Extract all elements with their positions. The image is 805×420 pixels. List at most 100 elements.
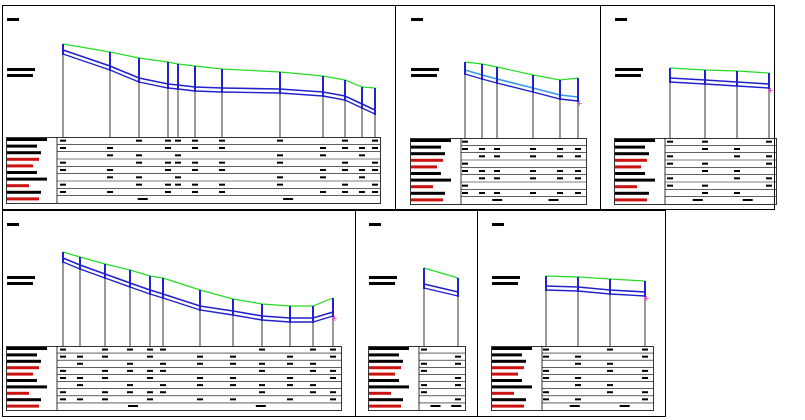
table-value-dash (766, 177, 772, 180)
table-row-label-block (7, 177, 47, 181)
profile-panel-1 (2, 5, 396, 210)
ground-profile-line (545, 275, 646, 282)
table-row-label-block (369, 353, 399, 357)
table-value-dash (330, 355, 336, 358)
table-value-dash (77, 384, 83, 387)
table-value-dash (479, 170, 485, 172)
table-value-dash (494, 170, 500, 172)
table-value-dash (197, 362, 203, 365)
table-value-dash (359, 191, 365, 193)
table-value-dash (127, 369, 133, 372)
table-value-dash (320, 169, 326, 171)
table-row-label-block (7, 353, 37, 357)
table-row-label-block (492, 359, 526, 363)
table-value-dash (421, 369, 427, 372)
panel-title-block (492, 223, 504, 226)
table-value-dash (102, 369, 108, 372)
table-value-dash (607, 362, 613, 365)
pipe-top-line (545, 285, 646, 293)
table-row-label-block (7, 385, 47, 389)
table-row-label-block (615, 178, 655, 182)
table-value-dash (667, 140, 673, 143)
table-row-label-block (7, 190, 41, 194)
table-row-label-block (7, 372, 33, 376)
table-row-label-block (7, 138, 47, 141)
table-value-dash (766, 155, 772, 158)
table-value-dash (494, 192, 500, 194)
table-row-label-block (492, 379, 522, 382)
end-marker: + (643, 294, 650, 303)
table-value-dash (320, 154, 326, 157)
table-value-dash (160, 369, 166, 372)
table-value-dash (259, 362, 265, 365)
table-row-label-block (615, 139, 655, 142)
table-value-dash (259, 384, 265, 387)
table-value-dash (127, 362, 133, 365)
table-value-dash (107, 176, 113, 179)
table-value-dash (310, 384, 316, 387)
panel-title-block (369, 223, 381, 226)
table-value-dash (230, 384, 236, 387)
table-value-dash (219, 161, 225, 164)
table-row-label-block (492, 347, 532, 350)
table-value-dash (192, 191, 198, 193)
table-row-label-block (615, 185, 637, 189)
table-row-label-block (492, 391, 514, 395)
table-value-dash (165, 147, 171, 149)
table-value-dash (219, 191, 225, 193)
table-value-dash (667, 177, 673, 180)
table-value-dash (543, 355, 549, 358)
table-row-label-block (369, 385, 409, 389)
table-value-dash (462, 170, 468, 172)
table-value-dash (287, 362, 293, 365)
table-value-dash (127, 391, 133, 394)
panel-frame (477, 210, 666, 417)
table-value-dash (702, 184, 708, 187)
table-value-dash (107, 154, 113, 157)
table-row-label-block (411, 172, 441, 175)
table-value-dash (60, 348, 66, 351)
table-value-dash (455, 384, 461, 387)
table-summary-dash (255, 405, 266, 407)
table-value-dash (192, 169, 198, 171)
table-value-dash (557, 148, 563, 150)
table-value-dash (127, 348, 133, 351)
table-value-dash (372, 191, 378, 193)
profile-label-block (7, 276, 35, 279)
table-value-dash (530, 155, 536, 158)
pipe-bottom-line (669, 81, 770, 89)
table-row-label-block (615, 145, 645, 149)
table-summary-dash (692, 199, 703, 201)
panel-title-block (7, 18, 19, 21)
table-value-dash (197, 384, 203, 387)
profile-label-block (411, 74, 437, 77)
profile-label-block (7, 282, 33, 285)
table-value-dash (667, 162, 673, 165)
table-value-dash (359, 176, 365, 179)
table-value-dash (60, 139, 66, 142)
table-value-dash (667, 155, 673, 158)
profile-panel-5 (355, 210, 478, 417)
table-row-label-block (492, 385, 532, 389)
table-value-dash (372, 139, 378, 142)
table-value-dash (702, 162, 708, 165)
table-value-dash (277, 183, 283, 186)
ground-profile-line (669, 67, 770, 74)
table-value-dash (642, 348, 648, 351)
table-value-dash (197, 377, 203, 379)
table-value-dash (372, 161, 378, 164)
table-value-dash (147, 355, 153, 358)
table-value-dash (277, 176, 283, 179)
pipe-top-line (62, 257, 334, 319)
table-value-dash (192, 139, 198, 142)
profile-label-block (411, 68, 439, 71)
pipe-top-line (62, 49, 376, 111)
panel-frame (600, 5, 775, 210)
table-value-dash (165, 191, 171, 193)
table-value-dash (462, 140, 468, 143)
table-value-dash (147, 348, 153, 351)
table-value-dash (702, 170, 708, 172)
profile-label-block (7, 74, 33, 77)
table-row-label-block (615, 191, 649, 195)
table-value-dash (60, 161, 66, 164)
